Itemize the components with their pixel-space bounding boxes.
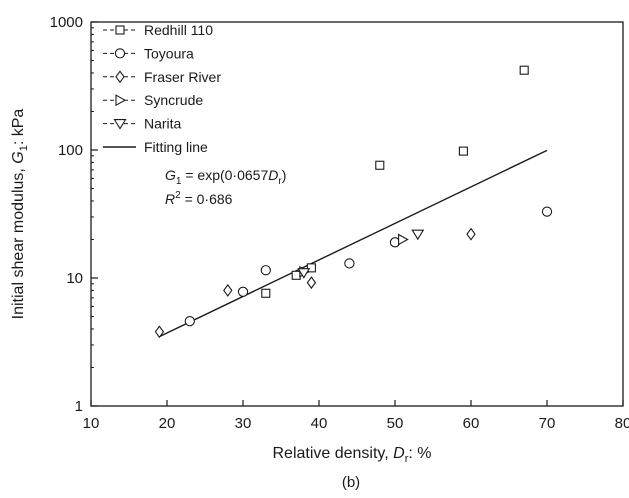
point-toyoura [541, 206, 553, 217]
figure-caption: (b) [342, 474, 360, 491]
legend-label-syncrude: Syncrude [144, 92, 203, 108]
point-redhill-110 [519, 65, 529, 75]
x-axis-title-symbol: D [393, 445, 405, 462]
x-tick-label: 20 [159, 415, 176, 432]
y-tick-label: 10 [66, 270, 83, 287]
x-axis-title-tail: : % [408, 445, 431, 462]
point-narita [411, 229, 425, 241]
y-tick-label: 100 [58, 142, 83, 159]
point-redhill-110 [458, 146, 468, 156]
fitting-line [159, 149, 548, 338]
legend: Redhill 110 Toyoura Fraser River Syncrude Na… [103, 22, 221, 155]
y-tick-label: 1000 [50, 14, 83, 31]
legend-marker-fraser-river [115, 70, 125, 84]
point-toyoura [184, 316, 195, 327]
r-squared-superscript: 2 [175, 190, 181, 201]
legend-label-redhill-110: Redhill 110 [144, 22, 213, 38]
x-tick-label: 30 [235, 415, 252, 432]
point-redhill-110 [306, 263, 316, 273]
x-axis-title-main: Relative density, [272, 445, 393, 462]
x-tick-label: 50 [387, 415, 404, 432]
fit-equation-rhs-post: ) [282, 167, 287, 183]
point-syncrude [398, 233, 409, 246]
y-axis-title-subscript: 1 [18, 145, 30, 151]
x-tick-label: 40 [311, 415, 328, 432]
y-axis: 1 10 100 1000 [50, 14, 98, 415]
legend-label-toyoura: Toyoura [144, 45, 194, 61]
y-axis-title-tail: : kPa [10, 109, 27, 146]
y-tick-label: 1 [75, 398, 83, 415]
point-toyoura [237, 286, 249, 297]
fit-equation-lhs-symbol: G [165, 167, 176, 183]
point-toyoura [344, 258, 355, 269]
data-markers [154, 65, 553, 339]
fit-equation-rhs-pre: = exp(0·0657 [181, 167, 268, 183]
legend-label-narita: Narita [144, 116, 182, 132]
point-redhill-110 [375, 160, 385, 170]
r-squared-label: R2 = 0·686 [165, 190, 233, 207]
x-axis-title-subscript: r [405, 453, 409, 465]
x-axis: 10 20 30 40 50 60 70 80 [83, 400, 629, 432]
r-squared-symbol: R [165, 191, 175, 207]
point-fraser-river [306, 276, 317, 290]
fit-equation-lhs-subscript: 1 [176, 176, 182, 187]
r-squared-value: = 0·686 [181, 191, 233, 207]
point-fraser-river [466, 227, 476, 241]
x-tick-label: 70 [539, 415, 556, 432]
point-toyoura [260, 265, 271, 276]
legend-label-fraser-river: Fraser River [144, 69, 221, 85]
x-tick-label: 80 [615, 415, 629, 432]
fit-equation: G1 = exp(0·0657Dr) [165, 167, 286, 187]
fit-equation-rhs-subscript: r [278, 176, 282, 187]
legend-marker-narita [113, 119, 127, 130]
legend-marker-syncrude [115, 94, 127, 107]
point-fraser-river [223, 283, 233, 297]
point-fraser-river [154, 325, 165, 339]
x-tick-label: 10 [83, 415, 100, 432]
y-axis-title-symbol: G [10, 151, 27, 163]
y-axis-title: Initial shear modulus, G1: kPa [10, 109, 30, 320]
legend-marker-toyoura [114, 48, 126, 59]
point-redhill-110 [261, 288, 271, 298]
plot-frame [90, 21, 624, 407]
fit-equation-rhs-symbol: D [268, 167, 278, 183]
y-axis-title-main: Initial shear modulus, [10, 164, 27, 320]
x-axis-title: Relative density, Dr: % [272, 445, 431, 465]
legend-label-fitting-line: Fitting line [144, 139, 208, 155]
x-tick-label: 60 [463, 415, 480, 432]
legend-marker-redhill-110 [115, 25, 125, 35]
point-redhill-110 [291, 270, 301, 280]
point-narita [297, 268, 311, 279]
